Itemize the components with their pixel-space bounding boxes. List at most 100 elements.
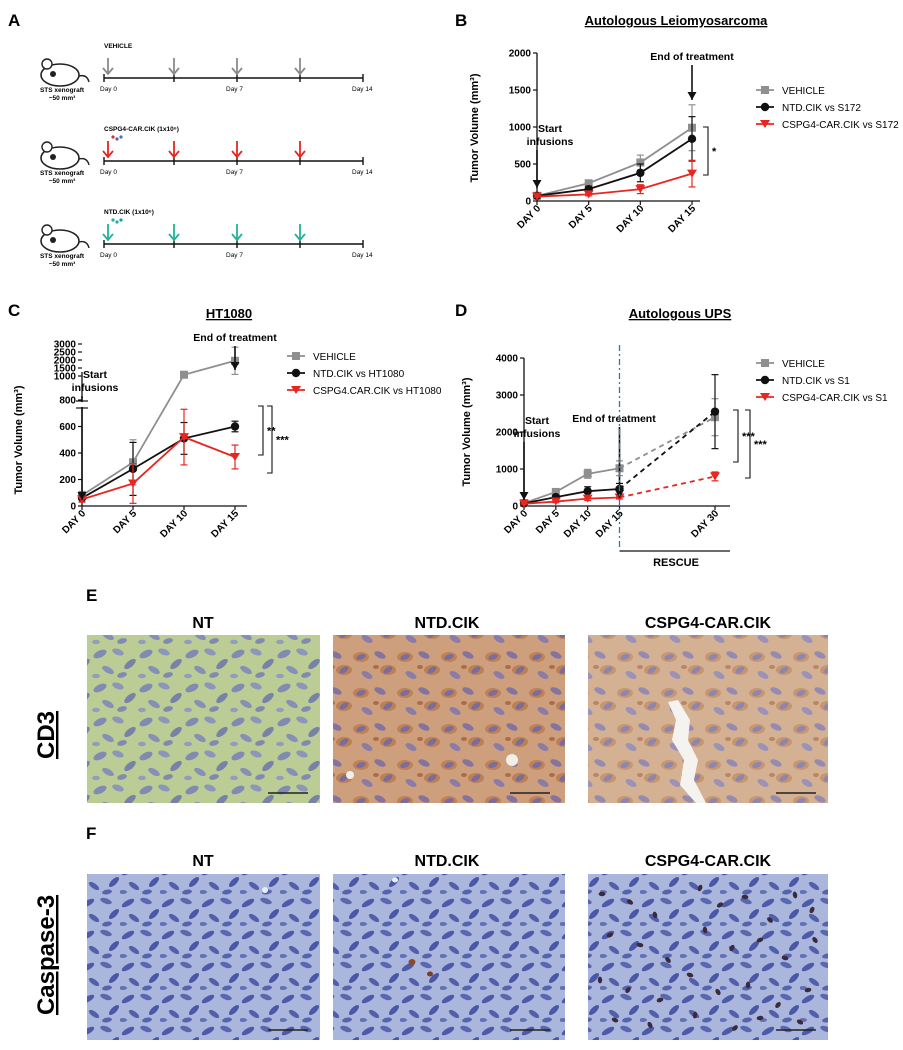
panel-letter-f: F (86, 824, 96, 843)
mouse-icon (40, 141, 90, 170)
y-axis-label: Tumor Volume (mm³) (461, 377, 473, 486)
legend-marker (291, 386, 301, 394)
treatment-label: NTD.CIK (1x10⁶) (104, 209, 154, 216)
x-tick-label: DAY 15 (594, 508, 626, 540)
micrograph-casp-car (588, 874, 828, 1040)
dose-arrow-head (168, 67, 180, 76)
positive-nucleus (775, 1002, 781, 1008)
dose-arrow-head (294, 150, 306, 159)
data-point (583, 190, 594, 199)
legend-marker (760, 120, 770, 128)
significance-bracket (745, 409, 751, 479)
legend-marker (292, 352, 300, 360)
y-axis-label: Tumor Volume (mm³) (469, 73, 481, 182)
dose-arrow-head (102, 67, 114, 76)
micrograph-casp-nt (87, 874, 320, 1040)
mouse-ear (41, 58, 53, 70)
positive-nucleus (804, 987, 812, 993)
positive-nucleus (686, 972, 694, 978)
y-tick-label: 600 (59, 422, 76, 433)
data-point (583, 469, 592, 478)
data-point (550, 497, 561, 506)
positive-nucleus (652, 911, 658, 919)
series-line-dashed (619, 475, 716, 499)
x-tick-label: DAY 5 (111, 508, 139, 536)
data-point (710, 407, 720, 416)
positive-nucleus (665, 957, 671, 963)
start-label: Start (525, 415, 549, 427)
series-line-dashed (618, 410, 716, 490)
positive-nucleus (626, 899, 634, 905)
micrograph-cd3-car (588, 635, 828, 803)
start-label-2: infusions (72, 382, 119, 394)
y-tick-label: 2000 (509, 49, 532, 60)
legend-label: VEHICLE (782, 86, 825, 97)
data-point (583, 487, 592, 496)
dose-arrow-head (231, 67, 243, 76)
positive-nucleus (732, 1025, 738, 1031)
legend-marker (761, 86, 769, 94)
y-tick-label: 800 (59, 396, 76, 407)
positive-nucleus (715, 988, 721, 996)
day-label: Day 14 (352, 86, 373, 93)
y-axis-label: Tumor Volume (mm³) (13, 385, 25, 494)
significance-bracket (258, 405, 264, 456)
positive-nucleus (729, 944, 735, 952)
positive-nucleus (809, 906, 815, 914)
significance-bracket (267, 405, 273, 474)
y-tick-label: 1000 (496, 465, 519, 476)
data-point (179, 433, 189, 442)
treatment-label: VEHICLE (104, 43, 133, 50)
caspase-row-label: Caspase-3 (33, 895, 60, 1015)
series-line (536, 138, 693, 197)
data-point (180, 370, 188, 379)
positive-nucleus (636, 942, 644, 948)
significance-bracket (703, 126, 709, 176)
positive-nucleus (812, 936, 818, 944)
data-point (636, 158, 645, 167)
start-label-2: infusions (514, 428, 561, 440)
y-tick-label: 3000 (496, 391, 519, 402)
dose-arrow-icon (231, 58, 243, 76)
mouse-tail (78, 240, 90, 249)
series-1 (77, 420, 240, 503)
positive-nucleus (741, 894, 749, 900)
significance-bracket (733, 409, 739, 463)
dose-arrow-head (294, 233, 306, 242)
x-tick-label: DAY 5 (534, 508, 562, 536)
y-tick-label: 0 (512, 502, 518, 513)
cell-dot (111, 218, 115, 222)
day-label: Day 0 (100, 86, 117, 93)
day-label: Day 14 (352, 169, 373, 176)
positive-nucleus (792, 891, 798, 899)
series-2 (532, 159, 697, 201)
e-caption-car: CSPG4-CAR.CIK (645, 615, 772, 632)
cell-dot (119, 218, 123, 222)
start-arrow-head (77, 492, 87, 500)
e-caption-nt: NT (192, 615, 214, 632)
x-tick-label: DAY 10 (562, 508, 594, 540)
cd3-row-label: CD3 (33, 711, 60, 759)
tumor-dot (50, 237, 56, 243)
data-point (636, 168, 645, 178)
data-point (687, 169, 697, 178)
size-label: ~50 mm³ (49, 178, 76, 185)
x-tick-label: DAY 15 (666, 203, 698, 235)
dose-arrow-head (168, 150, 180, 159)
positive-nucleus (796, 1019, 804, 1025)
size-label: ~50 mm³ (49, 95, 76, 102)
series-line (536, 172, 693, 198)
positive-nucleus (647, 1021, 653, 1029)
end-label: End of treatment (650, 51, 734, 63)
dose-arrow-icon (231, 224, 243, 242)
dose-arrow-icon (102, 224, 114, 242)
dose-arrow-icon (102, 58, 114, 76)
y-tick-label: 2000 (54, 356, 77, 367)
y-tick-label: 2000 (496, 428, 519, 439)
series-2 (77, 408, 240, 504)
mouse-ear (41, 141, 53, 153)
y-tick-label: 500 (514, 160, 531, 171)
panel-letter-d: D (455, 301, 467, 320)
significance-label: *** (276, 435, 290, 447)
